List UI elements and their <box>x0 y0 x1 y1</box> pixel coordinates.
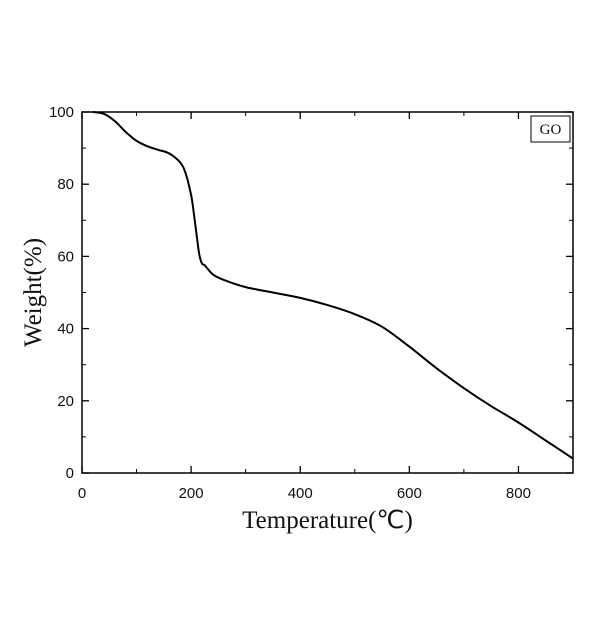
series-line-go <box>92 111 574 460</box>
plot-area-frame <box>81 111 574 474</box>
y-tick-label: 40 <box>57 321 74 338</box>
x-axis-title: Temperature(℃) <box>242 507 413 534</box>
axis-tick-labels: 0 200 400 600 800 0 20 40 60 80 100 <box>49 104 531 502</box>
x-tick-label: 0 <box>78 485 86 502</box>
legend: GO <box>530 115 571 143</box>
y-tick-label: 60 <box>57 248 74 265</box>
legend-box <box>530 115 571 143</box>
x-tick-label: 400 <box>288 485 313 502</box>
x-tick-label: 800 <box>506 485 531 502</box>
y-tick-label: 20 <box>57 393 74 410</box>
x-tick-label: 200 <box>179 485 204 502</box>
y-axis-title: Weight(%) <box>20 238 47 347</box>
y-tick-label: 100 <box>49 104 74 121</box>
x-tick-label: 600 <box>397 485 422 502</box>
y-tick-label: 80 <box>57 176 74 193</box>
y-tick-label: 0 <box>66 465 74 482</box>
axis-ticks <box>81 111 573 474</box>
legend-label-go: GO <box>540 122 562 138</box>
